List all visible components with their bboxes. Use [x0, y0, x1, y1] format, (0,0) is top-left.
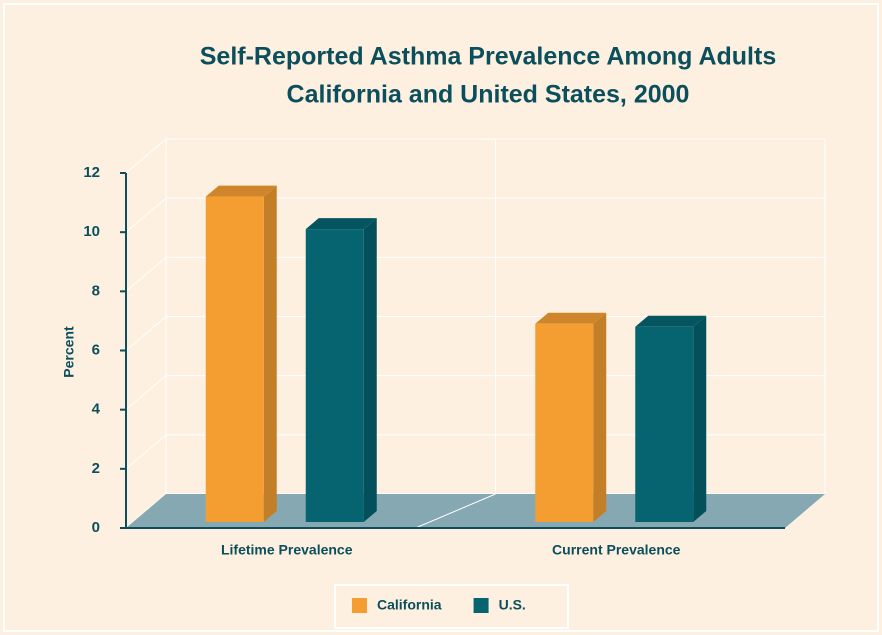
x-tick-label: Current Prevalence: [552, 542, 681, 558]
y-tick-label: 2: [92, 460, 100, 477]
y-tick-label: 8: [92, 282, 100, 299]
y-tick-label: 12: [83, 164, 100, 181]
bar-top: [535, 312, 607, 324]
y-tick-label: 0: [92, 519, 100, 536]
bar-top: [205, 185, 277, 197]
grid-line: [125, 316, 167, 351]
legend-swatch: [352, 598, 367, 613]
x-tick-label: Lifetime Prevalence: [221, 542, 353, 558]
bar-front: [205, 196, 264, 523]
y-tick-label: 6: [92, 341, 100, 358]
bar-top: [635, 315, 707, 327]
bar: [635, 315, 707, 522]
grid-line: [125, 138, 167, 174]
y-tick-label: 10: [83, 223, 100, 240]
bar-top: [305, 218, 377, 230]
legend-swatch: [473, 598, 489, 613]
y-tick-label: 4: [92, 401, 101, 418]
grid-line: [125, 375, 167, 411]
bar-side: [693, 315, 707, 522]
legend-label: California: [377, 597, 442, 613]
chart-subtitle: California and United States, 2000: [287, 81, 690, 109]
bar-front: [635, 326, 694, 522]
grid-line: [125, 256, 167, 292]
grid-line: [125, 197, 167, 233]
y-axis-label: Percent: [61, 326, 77, 378]
bar-front: [305, 229, 364, 522]
legend-label: U.S.: [499, 597, 526, 613]
grid-line: [125, 434, 167, 470]
bar: [305, 218, 377, 522]
bar: [535, 312, 607, 522]
bar: [205, 185, 277, 523]
chart-title: Self-Reported Asthma Prevalence Among Ad…: [200, 43, 777, 71]
floor-divider: [415, 493, 496, 529]
bar-side: [263, 185, 277, 523]
bar-side: [363, 218, 377, 522]
legend-box: [334, 584, 569, 629]
bar-side: [593, 312, 607, 522]
bar-front: [535, 323, 594, 522]
